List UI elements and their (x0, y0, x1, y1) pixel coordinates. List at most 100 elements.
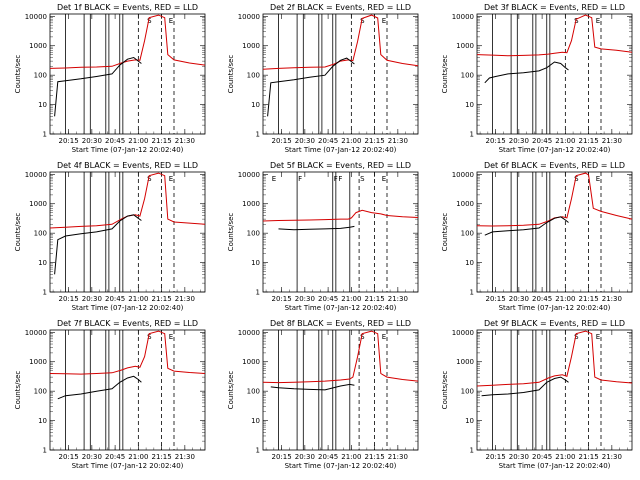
x-axis-title: Start Time (07-Jan-12 20:02:40) (72, 146, 184, 154)
panel-title: Det 4f BLACK = Events, RED = LLD (57, 161, 198, 170)
flag-label: E (169, 175, 173, 183)
y-tick-label: 100 (34, 72, 47, 80)
y-tick-label: 10 (251, 259, 260, 267)
x-tick-label: 21:15 (152, 137, 172, 145)
plot-frame (476, 171, 633, 293)
y-tick-label: 1 (43, 289, 47, 297)
flag-label: S (574, 333, 579, 341)
x-tick-label: 20:45 (532, 295, 552, 303)
y-tick-label: 10 (251, 101, 260, 109)
x-tick-label: 21:00 (555, 137, 575, 145)
flag-label: E (382, 17, 386, 25)
x-tick-label: 21:30 (175, 453, 195, 461)
y-tick-label: 1000 (242, 42, 260, 50)
y-tick-label: 100 (34, 388, 47, 396)
x-tick-label: 21:30 (602, 137, 622, 145)
y-tick-label: 100 (34, 230, 47, 238)
x-tick-label: 21:00 (128, 137, 148, 145)
series-black-events (57, 375, 142, 400)
series-black-events (484, 61, 569, 84)
x-tick-label: 21:15 (365, 137, 385, 145)
flag-label: S (147, 17, 152, 25)
y-tick-label: 1000 (242, 358, 260, 366)
x-tick-label: 21:00 (128, 453, 148, 461)
flag-label: S (574, 175, 579, 183)
x-tick-label: 20:15 (272, 295, 292, 303)
series-red-lld (49, 14, 206, 69)
flag-label: E (272, 175, 276, 183)
flag-label: E (382, 175, 386, 183)
x-axis-title: Start Time (07-Jan-12 20:02:40) (285, 462, 397, 470)
x-tick-label: 20:45 (532, 137, 552, 145)
y-tick-label: 10 (465, 259, 474, 267)
y-axis-label: Counts/sec (227, 55, 235, 94)
y-tick-label: 10000 (238, 171, 260, 179)
y-tick-label: 1000 (29, 200, 47, 208)
y-axis-label: Counts/sec (14, 371, 22, 410)
x-tick-label: 21:00 (341, 453, 361, 461)
panel-9: Det 9f BLACK = Events, RED = LLD 1 10 100 10… (441, 319, 633, 470)
y-tick-label: 10 (38, 417, 47, 425)
x-axis-title: Start Time (07-Jan-12 20:02:40) (499, 146, 611, 154)
y-tick-label: 1 (470, 447, 474, 455)
series-red-lld (49, 330, 206, 375)
panel-3: Det 3f BLACK = Events, RED = LLD 1 10 100 10… (441, 3, 633, 154)
x-axis-title: Start Time (07-Jan-12 20:02:40) (285, 146, 397, 154)
y-tick-label: 10000 (238, 329, 260, 337)
x-tick-label: 20:15 (486, 453, 506, 461)
x-tick-label: 20:15 (272, 137, 292, 145)
y-tick-label: 10 (465, 101, 474, 109)
flag-label: E (596, 175, 600, 183)
y-tick-label: 10000 (238, 13, 260, 21)
y-tick-label: 10 (251, 417, 260, 425)
plot-frame (49, 329, 206, 451)
x-tick-label: 20:30 (509, 295, 529, 303)
series-red-lld (262, 209, 419, 222)
panel-title: Det 3f BLACK = Events, RED = LLD (484, 3, 625, 12)
flag-label: F (338, 175, 342, 183)
flag-label: S (360, 333, 365, 341)
y-tick-label: 1 (256, 447, 260, 455)
x-axis-title: Start Time (07-Jan-12 20:02:40) (72, 304, 184, 312)
y-axis-label: Counts/sec (227, 213, 235, 252)
x-tick-label: 20:15 (272, 453, 292, 461)
y-axis-label: Counts/sec (227, 371, 235, 410)
x-tick-label: 20:30 (509, 137, 529, 145)
y-axis-label: Counts/sec (441, 213, 449, 252)
y-tick-label: 1000 (242, 200, 260, 208)
series-red-lld (476, 330, 633, 387)
y-tick-label: 1 (43, 447, 47, 455)
plot-frame (49, 171, 206, 293)
x-tick-label: 20:45 (318, 295, 338, 303)
x-tick-label: 20:30 (295, 453, 315, 461)
panel-title: Det 2f BLACK = Events, RED = LLD (270, 3, 411, 12)
x-tick-label: 20:15 (59, 453, 79, 461)
x-tick-label: 21:15 (365, 295, 385, 303)
x-tick-label: 21:00 (341, 137, 361, 145)
panel-5: Det 5f BLACK = Events, RED = LLD 1 10 100 10… (227, 161, 419, 312)
panel-title: Det 6f BLACK = Events, RED = LLD (484, 161, 625, 170)
x-tick-label: 21:30 (602, 295, 622, 303)
panel-title: Det 7f BLACK = Events, RED = LLD (57, 319, 198, 328)
y-tick-label: 100 (461, 230, 474, 238)
x-tick-label: 21:30 (388, 137, 408, 145)
y-tick-label: 100 (247, 72, 260, 80)
y-tick-label: 100 (247, 230, 260, 238)
flag-label: S (360, 17, 365, 25)
x-tick-label: 20:15 (486, 295, 506, 303)
flag-label: E (169, 333, 173, 341)
y-tick-label: 10000 (25, 171, 47, 179)
y-tick-label: 1000 (456, 42, 474, 50)
plot-frame (262, 329, 419, 451)
y-axis-label: Counts/sec (441, 55, 449, 94)
panel-2: Det 2f BLACK = Events, RED = LLD 1 10 100 10… (227, 3, 419, 154)
panel-title: Det 8f BLACK = Events, RED = LLD (270, 319, 411, 328)
x-axis-title: Start Time (07-Jan-12 20:02:40) (285, 304, 397, 312)
x-tick-label: 20:45 (105, 137, 125, 145)
panel-title: Det 9f BLACK = Events, RED = LLD (484, 319, 625, 328)
x-axis-title: Start Time (07-Jan-12 20:02:40) (499, 462, 611, 470)
plot-frame (262, 171, 419, 293)
y-tick-label: 10000 (25, 329, 47, 337)
x-tick-label: 21:00 (341, 295, 361, 303)
